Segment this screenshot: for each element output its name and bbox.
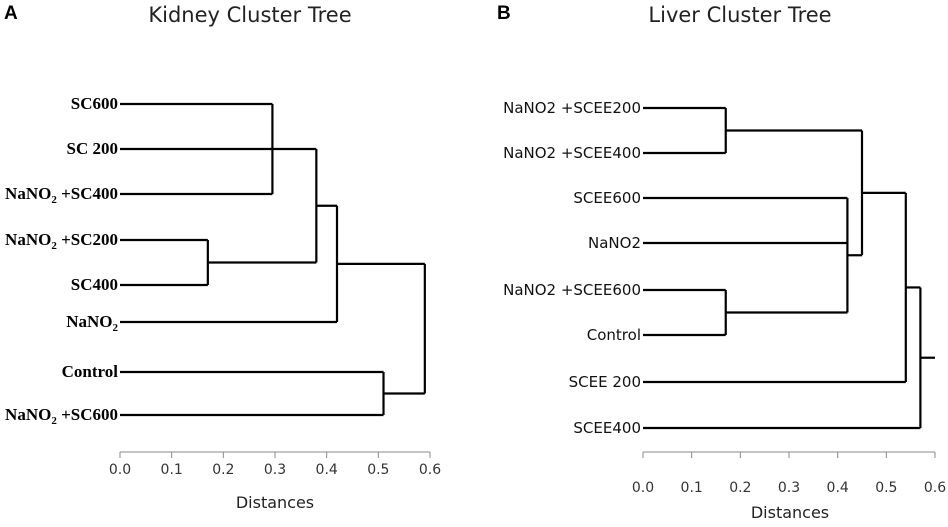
kidney-leaf-label: SC400 <box>71 275 118 294</box>
liver-leaf-label: SCEE400 <box>573 419 641 437</box>
liver-leaf-label: Control <box>587 326 641 344</box>
kidney-leaf-label-subscript: 2 <box>113 322 119 334</box>
kidney-leaf-label: NaNO2 +SC400 <box>5 184 118 206</box>
kidney-tick-label: 0.3 <box>264 462 286 478</box>
liver-leaf-labels: NaNO2 +SCEE200 NaNO2 +SCEE400 SCEE600 NaNO2… <box>503 99 641 437</box>
kidney-tick-label: 0.6 <box>419 462 441 478</box>
kidney-leaf-label-main: NaNO <box>5 184 51 203</box>
kidney-tick-label: 0.4 <box>316 462 338 478</box>
panel-letter-a: A <box>4 3 18 24</box>
kidney-dendrogram <box>120 102 426 417</box>
kidney-leaf-label-subscript: 2 <box>51 415 57 427</box>
liver-leaf-label: NaNO2 <box>588 234 641 252</box>
panel-letter-b: B <box>497 3 511 24</box>
kidney-leaf-label-suffix: +SC600 <box>57 405 118 424</box>
liver-dendrogram <box>643 106 935 430</box>
liver-panel: B Liver Cluster Tree 0.0 0.1 0.2 0.3 0.4 0.5 0… <box>497 3 946 522</box>
liver-leaf-label: NaNO2 +SCEE600 <box>503 281 641 299</box>
kidney-tick-label: 0.2 <box>212 462 234 478</box>
liver-tick-label: 0.5 <box>875 480 897 496</box>
liver-leaf-label: NaNO2 +SCEE400 <box>503 144 641 162</box>
kidney-leaf-label-subscript: 2 <box>51 194 57 206</box>
kidney-x-ticks: 0.0 0.1 0.2 0.3 0.4 0.5 0.6 <box>109 452 441 478</box>
kidney-leaf-label: NaNO2 +SC600 <box>5 405 118 427</box>
kidney-leaf-label: NaNO2 +SC200 <box>5 230 118 252</box>
kidney-leaf-label-subscript: 2 <box>51 240 57 252</box>
kidney-leaf-label-main: NaNO <box>66 312 112 331</box>
liver-x-ticks: 0.0 0.1 0.2 0.3 0.4 0.5 0.6 <box>632 452 946 496</box>
kidney-leaf-label: Control <box>62 362 119 381</box>
kidney-tick-label: 0.0 <box>109 462 131 478</box>
liver-tick-label: 0.4 <box>827 480 849 496</box>
liver-leaf-label: NaNO2 +SCEE200 <box>503 99 641 117</box>
kidney-tick-label: 0.1 <box>161 462 183 478</box>
kidney-chart-title: Kidney Cluster Tree <box>148 3 351 27</box>
kidney-leaf-label: SC 200 <box>67 139 118 158</box>
liver-leaf-label: SCEE600 <box>573 189 641 207</box>
liver-chart-title: Liver Cluster Tree <box>648 3 831 27</box>
kidney-x-axis-label: Distances <box>236 493 314 512</box>
liver-tick-label: 0.3 <box>778 480 800 496</box>
kidney-panel: A Kidney Cluster Tree 0.0 0.1 0.2 0.3 0.4 0.5… <box>4 3 441 512</box>
liver-x-axis-label: Distances <box>751 503 829 522</box>
liver-leaf-label: SCEE 200 <box>569 373 641 391</box>
kidney-leaf-label: NaNO2 <box>66 312 118 334</box>
liver-tick-label: 0.0 <box>632 480 654 496</box>
kidney-leaf-label-suffix: +SC200 <box>57 230 118 249</box>
liver-tick-label: 0.6 <box>924 480 946 496</box>
kidney-leaf-label-main: NaNO <box>5 405 51 424</box>
liver-tick-label: 0.1 <box>681 480 703 496</box>
liver-tick-label: 0.2 <box>729 480 751 496</box>
kidney-tick-label: 0.5 <box>367 462 389 478</box>
kidney-leaf-label: SC600 <box>71 94 118 113</box>
kidney-leaf-label-main: NaNO <box>5 230 51 249</box>
kidney-leaf-label-suffix: +SC400 <box>57 184 118 203</box>
